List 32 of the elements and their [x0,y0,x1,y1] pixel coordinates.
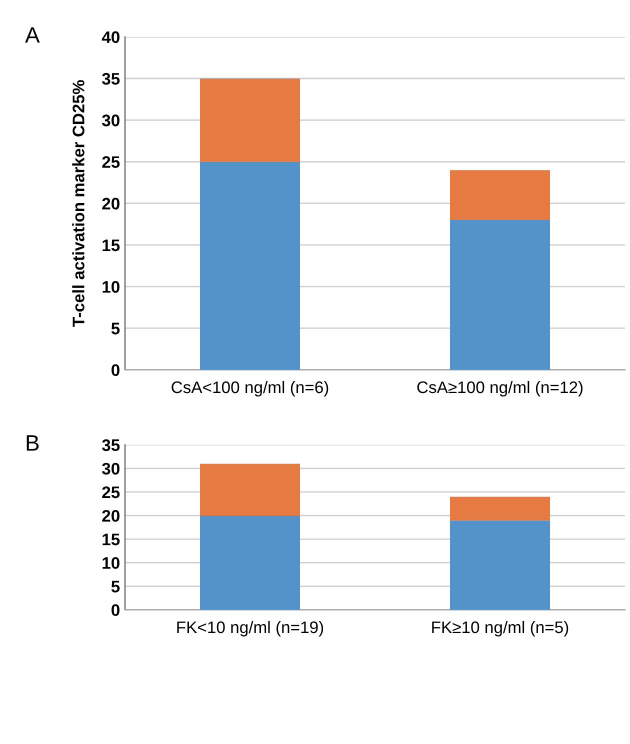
y-tick-label: 10 [102,557,120,569]
bar [200,516,300,610]
y-tick-label: 40 [102,31,120,44]
bar [200,78,300,162]
y-tick-label: 35 [102,72,120,85]
y-tick-label: 20 [102,198,120,210]
bar [200,162,300,370]
bar [450,220,550,370]
x-tick-label: CsA<100 ng/ml (n=6) [172,380,328,397]
y-tick-label: 5 [111,322,120,334]
y-tick-label: 0 [112,364,120,376]
bar [200,464,300,516]
y-tick-label: 5 [111,580,120,592]
y-tick-label: 30 [102,114,120,126]
x-tick-label: FK≥10 ng/ml (n=5) [432,620,568,636]
y-tick-label: 0 [112,604,120,616]
y-tick-label: 20 [102,510,120,522]
bar [450,170,550,220]
bar [450,520,550,610]
y-tick-label: 25 [102,486,120,498]
text: B [26,435,39,451]
y-tick-label: 35 [102,439,120,452]
text: A [25,27,40,43]
y-tick-label: 10 [102,281,120,293]
bar [450,496,550,520]
y-tick-label: 25 [102,156,120,168]
x-tick-label: CsA≥100 ng/ml (n=12) [417,380,583,397]
y-tick-label: 30 [102,462,120,475]
y-axis-title: T-cell activation marker CD25% [72,80,84,327]
x-tick-label: FK<10 ng/ml (n=19) [177,620,324,636]
y-tick-label: 15 [102,240,120,252]
y-tick-label: 15 [102,534,120,546]
